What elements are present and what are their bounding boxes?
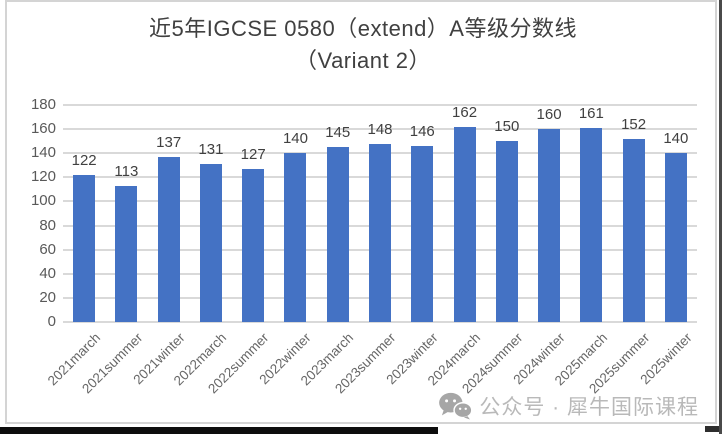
watermark: 公众号 · 犀牛国际课程 <box>438 391 699 421</box>
chart-title-line1: 近5年IGCSE 0580（extend）A等级分数线 <box>149 16 577 41</box>
chart-title: 近5年IGCSE 0580（extend）A等级分数线 （Variant 2） <box>7 13 719 77</box>
watermark-text: 公众号 · 犀牛国际课程 <box>479 396 699 419</box>
chart-frame: 近5年IGCSE 0580（extend）A等级分数线 （Variant 2） … <box>5 0 717 424</box>
right-edge-line <box>719 0 722 434</box>
bottom-black-bar <box>0 427 438 434</box>
corner-resize-mark <box>705 426 719 432</box>
wechat-icon <box>439 392 473 420</box>
chart-title-line2: （Variant 2） <box>295 48 431 73</box>
